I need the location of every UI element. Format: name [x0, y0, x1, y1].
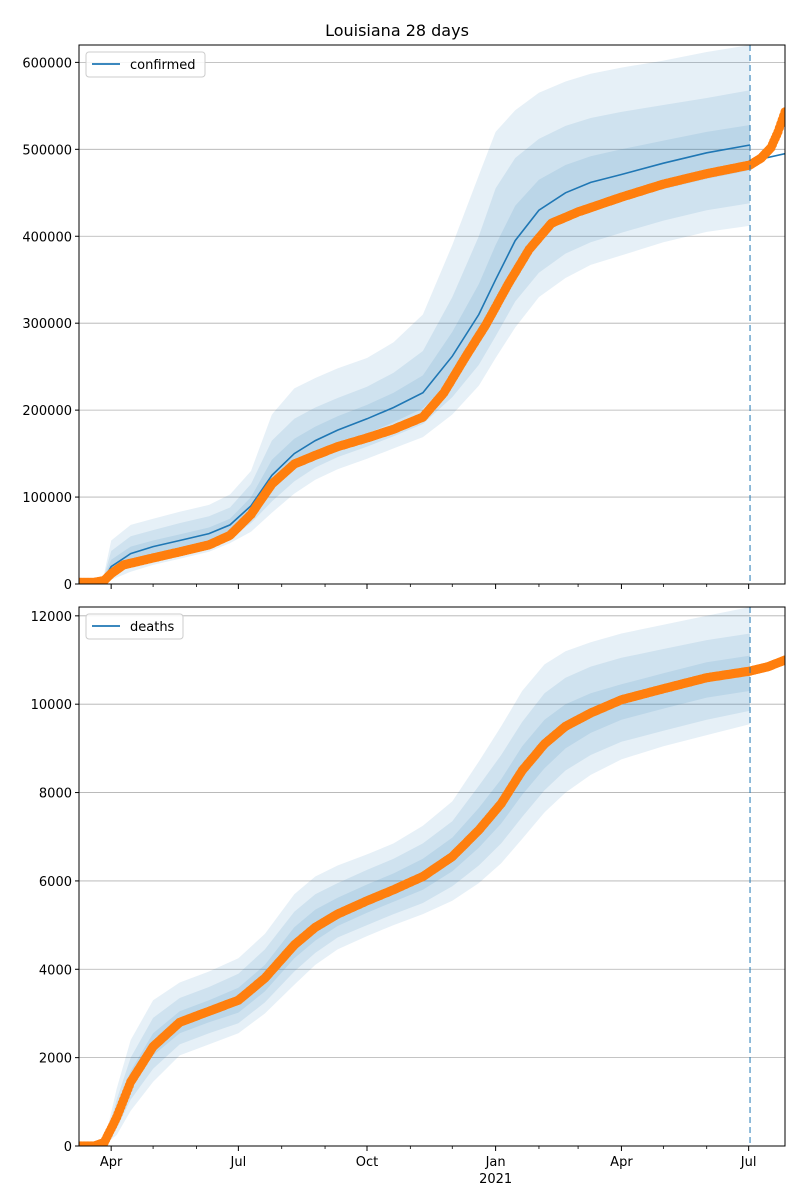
chart-title: Louisiana 28 days [325, 21, 469, 40]
confirmed-y-tick-label: 100000 [22, 491, 72, 506]
deaths-x-tick-label: Apr [610, 1155, 633, 1170]
deaths-x-year-label: 2021 [479, 1172, 512, 1187]
deaths-y-tick-label: 12000 [31, 610, 72, 625]
confirmed-panel: 0 100000 200000 300000 400000 500000 600000 co… [22, 44, 786, 593]
deaths-band-1 [79, 633, 750, 1146]
confirmed-y-tick-label: 300000 [22, 317, 72, 332]
deaths-y-tick-label: 8000 [39, 787, 72, 802]
deaths-legend: deaths [85, 613, 184, 640]
confirmed-axes-frame [78, 44, 786, 585]
deaths-y-axis: 0 2000 4000 6000 8000 10000 12000 [31, 610, 79, 1155]
deaths-legend-label: deaths [130, 620, 175, 635]
confirmed-y-axis: 0 100000 200000 300000 400000 500000 600000 [22, 56, 79, 593]
deaths-y-tick-label: 2000 [39, 1052, 72, 1067]
confirmed-y-tick-label: 400000 [22, 230, 72, 245]
deaths-axes-frame [78, 606, 786, 1147]
deaths-x-tick-label: Jan [485, 1155, 506, 1170]
confirmed-y-tick-label: 600000 [22, 56, 72, 71]
deaths-panel: 0 2000 4000 6000 8000 10000 12000 Apr Jul Oct Jan… [31, 606, 786, 1187]
deaths-x-axis: Apr Jul Oct Jan Apr Jul 2021 [100, 1146, 757, 1187]
deaths-legend-box [85, 613, 184, 640]
confirmed-legend-box [85, 51, 206, 78]
confirmed-observed-series [79, 107, 785, 584]
deaths-x-tick-label: Apr [100, 1155, 123, 1170]
deaths-observed-series [79, 655, 785, 1146]
deaths-observed-point [780, 655, 785, 665]
deaths-y-tick-label: 10000 [31, 698, 72, 713]
deaths-y-tick-label: 0 [64, 1140, 72, 1155]
confirmed-y-tick-label: 0 [64, 578, 72, 593]
confirmed-legend: confirmed [85, 51, 206, 78]
confirmed-observed-point [780, 107, 785, 117]
deaths-y-tick-label: 4000 [39, 963, 72, 978]
confirmed-band-2 [79, 125, 750, 584]
confirmed-legend-label: confirmed [130, 58, 196, 73]
confirmed-y-tick-label: 200000 [22, 404, 72, 419]
confirmed-y-tick-label: 500000 [22, 143, 72, 158]
confirmed-x-axis [110, 584, 750, 589]
deaths-x-tick-label: Oct [356, 1155, 378, 1170]
deaths-y-tick-label: 6000 [39, 875, 72, 890]
confirmed-model-line-0 [79, 144, 751, 584]
confirmed-band-0 [79, 45, 750, 584]
deaths-x-tick-label: Jul [740, 1155, 757, 1170]
deaths-x-tick-label: Jul [230, 1155, 247, 1170]
